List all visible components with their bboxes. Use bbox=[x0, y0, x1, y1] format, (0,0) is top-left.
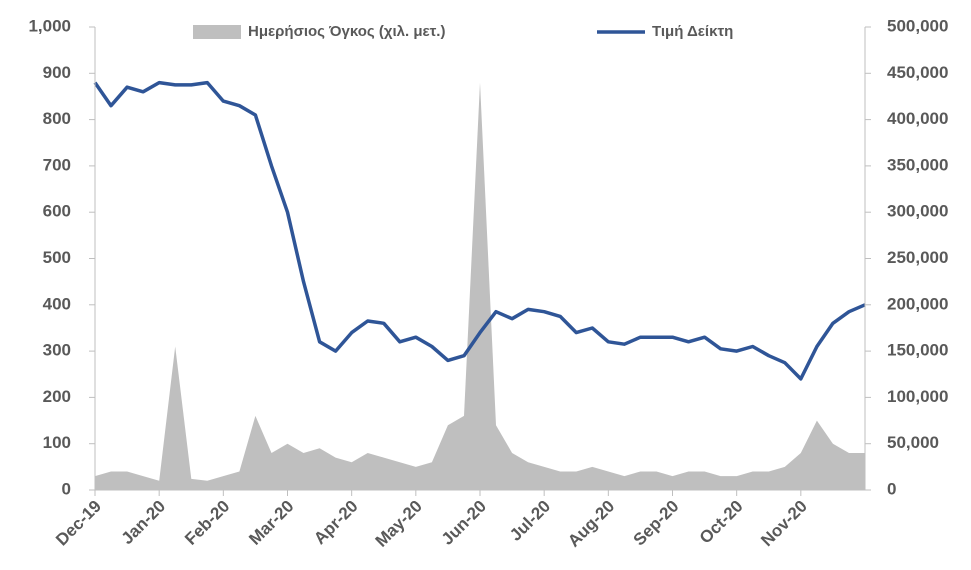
y-tick-label: 0 bbox=[62, 479, 71, 498]
y2-tick-label: 0 bbox=[887, 479, 896, 498]
y2-tick-label: 450,000 bbox=[887, 63, 948, 82]
x-tick-label: Oct-20 bbox=[696, 497, 747, 548]
y-tick-label: 200 bbox=[43, 387, 71, 406]
y-tick-label: 300 bbox=[43, 341, 71, 360]
x-tick-label: May-20 bbox=[372, 497, 426, 551]
y-tick-label: 600 bbox=[43, 202, 71, 221]
y2-tick-label: 50,000 bbox=[887, 433, 939, 452]
volume-area bbox=[95, 82, 865, 490]
legend-label: Ημερήσιος Όγκος (χιλ. μετ.) bbox=[248, 23, 445, 40]
x-tick-label: Aug-20 bbox=[564, 497, 618, 551]
y-tick-label: 900 bbox=[43, 63, 71, 82]
y-tick-label: 1,000 bbox=[28, 16, 71, 35]
y2-tick-label: 300,000 bbox=[887, 202, 948, 221]
y2-tick-label: 200,000 bbox=[887, 294, 948, 313]
y2-tick-label: 100,000 bbox=[887, 387, 948, 406]
y-tick-label: 400 bbox=[43, 294, 71, 313]
y2-tick-label: 400,000 bbox=[887, 109, 948, 128]
y2-tick-label: 350,000 bbox=[887, 155, 948, 174]
y2-tick-label: 500,000 bbox=[887, 16, 948, 35]
legend-label: Τιμή Δείκτη bbox=[652, 23, 733, 40]
x-tick-label: Nov-20 bbox=[757, 497, 811, 551]
x-tick-label: Dec-19 bbox=[52, 497, 105, 550]
y-tick-label: 500 bbox=[43, 248, 71, 267]
legend-swatch bbox=[193, 25, 241, 39]
x-tick-label: Feb-20 bbox=[181, 497, 233, 549]
price-line bbox=[93, 80, 866, 381]
x-tick-label: Apr-20 bbox=[310, 497, 362, 549]
x-tick-label: Jul-20 bbox=[506, 497, 554, 545]
y2-tick-label: 150,000 bbox=[887, 341, 948, 360]
y-tick-label: 800 bbox=[43, 109, 71, 128]
x-tick-label: Jun-20 bbox=[438, 497, 490, 549]
y-tick-label: 700 bbox=[43, 155, 71, 174]
x-tick-label: Sep-20 bbox=[630, 497, 683, 550]
x-tick-label: Jan-20 bbox=[118, 497, 170, 549]
y2-tick-label: 250,000 bbox=[887, 248, 948, 267]
y-tick-label: 100 bbox=[43, 433, 71, 452]
x-tick-label: Mar-20 bbox=[245, 497, 297, 549]
